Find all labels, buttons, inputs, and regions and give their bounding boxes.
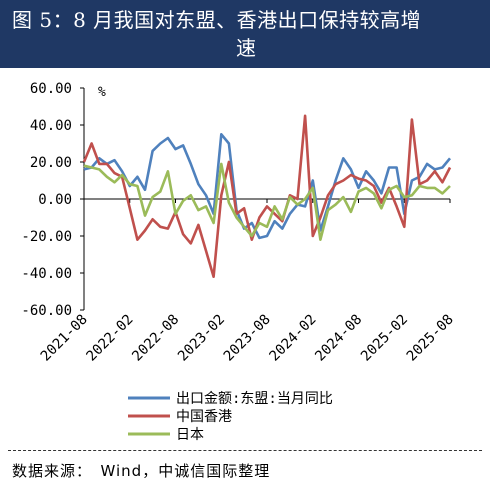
y-axis-unit-label: % bbox=[98, 85, 106, 100]
x-tick-label: 2021-08 bbox=[38, 312, 91, 365]
source-note: 数据来源： Wind，中诚信国际整理 bbox=[12, 462, 271, 480]
series-line-3 bbox=[83, 162, 451, 241]
x-tick-labels: 2021-082022-022022-082023-022023-082024-… bbox=[38, 312, 457, 365]
line-chart: 2021-082022-022022-082023-022023-082024-… bbox=[21, 81, 457, 443]
y-tick-label: -60.00 bbox=[21, 303, 72, 319]
source-divider bbox=[8, 450, 482, 451]
title-line-2: 速 bbox=[236, 36, 256, 60]
y-tick-label: -40.00 bbox=[21, 266, 72, 282]
x-tick-label: 2022-08 bbox=[129, 312, 182, 365]
x-tick-label: 2022-02 bbox=[84, 312, 137, 365]
chart-series bbox=[82, 114, 452, 278]
legend-label-1: 出口金额:东盟:当月同比 bbox=[176, 391, 333, 407]
y-tick-label: 60.00 bbox=[30, 81, 72, 97]
title-line-1: 图 5：8 月我国对东盟、香港出口保持较高增 bbox=[12, 8, 422, 32]
x-tick-label: 2023-08 bbox=[221, 312, 274, 365]
legend-label-2: 中国香港 bbox=[176, 409, 232, 425]
series-line-1 bbox=[83, 133, 452, 240]
y-tick-label: 0.00 bbox=[38, 192, 72, 208]
x-tick-label: 2025-02 bbox=[358, 312, 411, 365]
x-tick-label: 2025-08 bbox=[404, 312, 457, 365]
y-tick-label: 40.00 bbox=[30, 118, 72, 134]
legend-label-3: 日本 bbox=[176, 427, 204, 443]
x-tick-label: 2024-02 bbox=[267, 312, 320, 365]
x-tick-label: 2024-08 bbox=[312, 312, 365, 365]
y-tick-labels: 60.00 40.00 20.00 0.00 -20.00 -40.00 -60.00 bbox=[21, 81, 72, 319]
chart-title: 图 5：8 月我国对东盟、香港出口保持较高增 速 bbox=[0, 0, 490, 68]
series-line-2 bbox=[82, 114, 452, 278]
y-tick-label: 20.00 bbox=[30, 155, 72, 171]
y-tick-label: -20.00 bbox=[21, 229, 72, 245]
x-tick-label: 2023-02 bbox=[175, 312, 228, 365]
